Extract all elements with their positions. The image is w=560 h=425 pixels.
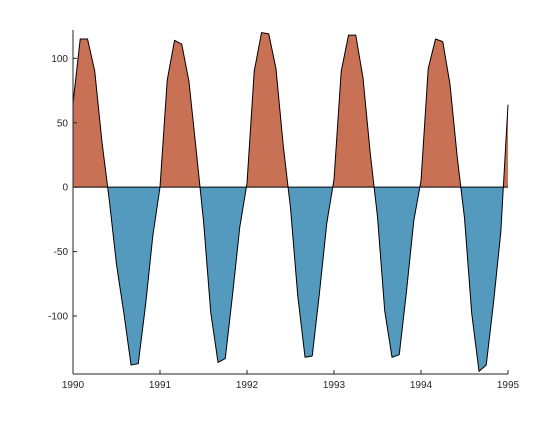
positive-area-16 xyxy=(419,39,461,188)
y-tick-label: -50 xyxy=(54,247,69,258)
x-tick-label: 1994 xyxy=(410,380,433,391)
x-tick-label: 1991 xyxy=(149,380,172,391)
negative-area-18 xyxy=(460,187,504,372)
y-tick-label: -100 xyxy=(48,312,68,323)
x-ticks-group: 1990 1991 1992 1993 1994 1995 xyxy=(62,370,520,391)
negative-area-14 xyxy=(374,187,420,358)
negative-area-6 xyxy=(200,187,247,363)
y-tick-label: 50 xyxy=(57,118,69,129)
negative-area-group xyxy=(107,187,504,372)
positive-area-8 xyxy=(246,32,289,188)
positive-area-0 xyxy=(73,39,108,188)
positive-area-group xyxy=(73,32,508,188)
positive-area-12 xyxy=(332,35,375,188)
negative-area-10 xyxy=(288,187,333,358)
y-tick-label: 0 xyxy=(62,183,68,194)
negative-area-2 xyxy=(107,187,160,365)
series-line-group xyxy=(72,32,509,372)
positive-area-4 xyxy=(160,40,201,188)
x-tick-label: 1990 xyxy=(62,380,85,391)
x-tick-label: 1992 xyxy=(236,380,259,391)
series-line xyxy=(72,32,509,372)
x-tick-label: 1995 xyxy=(497,380,520,391)
axes-group xyxy=(72,30,508,375)
y-ticks-group: 100 50 0 -50 -100 xyxy=(48,54,77,323)
y-tick-label: 100 xyxy=(51,54,68,65)
x-tick-label: 1993 xyxy=(323,380,346,391)
